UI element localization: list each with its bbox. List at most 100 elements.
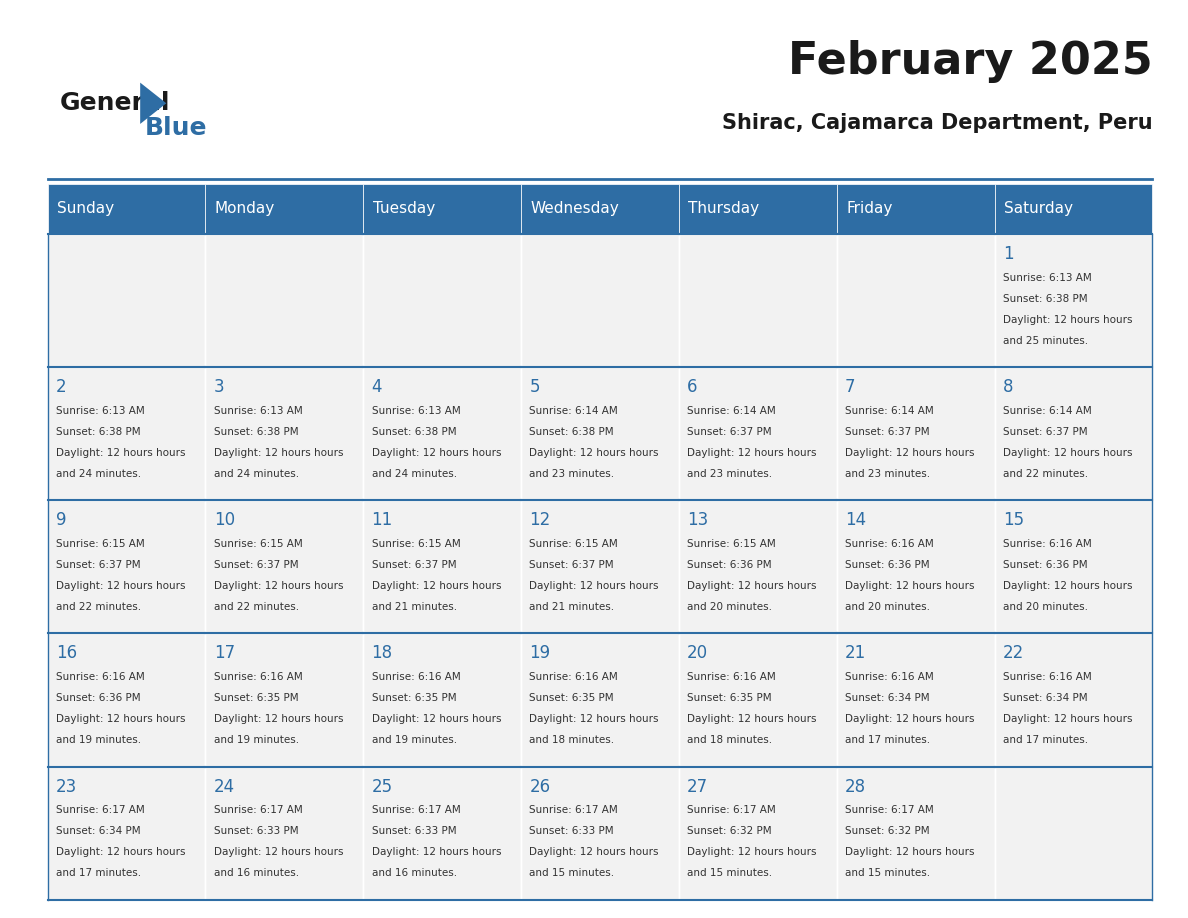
FancyBboxPatch shape: [836, 767, 994, 900]
Text: Sunrise: 6:16 AM: Sunrise: 6:16 AM: [687, 672, 776, 682]
Text: 5: 5: [530, 378, 539, 397]
Text: Saturday: Saturday: [1004, 201, 1073, 217]
Text: 14: 14: [845, 511, 866, 530]
FancyBboxPatch shape: [678, 767, 836, 900]
Text: Sunrise: 6:13 AM: Sunrise: 6:13 AM: [56, 406, 145, 416]
FancyBboxPatch shape: [364, 633, 522, 767]
FancyBboxPatch shape: [522, 633, 678, 767]
FancyBboxPatch shape: [678, 234, 836, 367]
Text: Daylight: 12 hours hours: Daylight: 12 hours hours: [845, 714, 974, 724]
Text: Daylight: 12 hours hours: Daylight: 12 hours hours: [687, 581, 816, 591]
Text: Sunrise: 6:14 AM: Sunrise: 6:14 AM: [845, 406, 934, 416]
Text: Sunrise: 6:16 AM: Sunrise: 6:16 AM: [845, 672, 934, 682]
Text: and 20 minutes.: and 20 minutes.: [1003, 602, 1088, 612]
Text: Sunset: 6:32 PM: Sunset: 6:32 PM: [845, 826, 930, 836]
Text: Daylight: 12 hours hours: Daylight: 12 hours hours: [1003, 448, 1132, 458]
Text: and 17 minutes.: and 17 minutes.: [56, 868, 141, 879]
Text: and 15 minutes.: and 15 minutes.: [530, 868, 614, 879]
Text: Sunset: 6:35 PM: Sunset: 6:35 PM: [530, 693, 614, 703]
Text: Sunset: 6:35 PM: Sunset: 6:35 PM: [372, 693, 456, 703]
Text: Sunrise: 6:17 AM: Sunrise: 6:17 AM: [372, 805, 460, 815]
Text: February 2025: February 2025: [788, 39, 1152, 83]
Text: and 16 minutes.: and 16 minutes.: [372, 868, 456, 879]
Text: and 23 minutes.: and 23 minutes.: [845, 469, 930, 479]
Text: and 19 minutes.: and 19 minutes.: [372, 735, 456, 745]
Text: 1: 1: [1003, 245, 1013, 263]
FancyBboxPatch shape: [364, 234, 522, 367]
FancyBboxPatch shape: [994, 767, 1152, 900]
Text: Sunrise: 6:16 AM: Sunrise: 6:16 AM: [1003, 672, 1092, 682]
Text: Sunset: 6:37 PM: Sunset: 6:37 PM: [372, 560, 456, 570]
Text: Sunset: 6:37 PM: Sunset: 6:37 PM: [56, 560, 140, 570]
FancyBboxPatch shape: [522, 500, 678, 633]
Text: Sunset: 6:33 PM: Sunset: 6:33 PM: [530, 826, 614, 836]
FancyBboxPatch shape: [364, 500, 522, 633]
Text: Daylight: 12 hours hours: Daylight: 12 hours hours: [530, 847, 659, 857]
FancyBboxPatch shape: [678, 367, 836, 500]
Text: and 16 minutes.: and 16 minutes.: [214, 868, 299, 879]
Text: Sunset: 6:37 PM: Sunset: 6:37 PM: [214, 560, 298, 570]
Text: Daylight: 12 hours hours: Daylight: 12 hours hours: [372, 847, 501, 857]
Text: 28: 28: [845, 778, 866, 796]
Text: Sunday: Sunday: [57, 201, 114, 217]
FancyBboxPatch shape: [678, 500, 836, 633]
FancyBboxPatch shape: [206, 367, 364, 500]
Text: Sunset: 6:34 PM: Sunset: 6:34 PM: [1003, 693, 1087, 703]
Text: Daylight: 12 hours hours: Daylight: 12 hours hours: [372, 448, 501, 458]
Text: and 21 minutes.: and 21 minutes.: [530, 602, 614, 612]
Text: Sunset: 6:35 PM: Sunset: 6:35 PM: [214, 693, 298, 703]
Text: and 15 minutes.: and 15 minutes.: [845, 868, 930, 879]
Text: Sunset: 6:34 PM: Sunset: 6:34 PM: [845, 693, 930, 703]
Text: Sunrise: 6:15 AM: Sunrise: 6:15 AM: [530, 539, 618, 549]
Text: and 25 minutes.: and 25 minutes.: [1003, 336, 1088, 346]
Text: Sunrise: 6:13 AM: Sunrise: 6:13 AM: [372, 406, 460, 416]
Text: Sunrise: 6:16 AM: Sunrise: 6:16 AM: [56, 672, 145, 682]
FancyBboxPatch shape: [48, 184, 206, 234]
Text: Sunset: 6:38 PM: Sunset: 6:38 PM: [530, 427, 614, 437]
Text: 22: 22: [1003, 644, 1024, 663]
Text: Daylight: 12 hours hours: Daylight: 12 hours hours: [214, 448, 343, 458]
Text: and 15 minutes.: and 15 minutes.: [687, 868, 772, 879]
Text: Daylight: 12 hours hours: Daylight: 12 hours hours: [530, 448, 659, 458]
Text: Sunset: 6:38 PM: Sunset: 6:38 PM: [372, 427, 456, 437]
FancyBboxPatch shape: [836, 367, 994, 500]
Text: Sunset: 6:36 PM: Sunset: 6:36 PM: [687, 560, 772, 570]
Text: and 18 minutes.: and 18 minutes.: [687, 735, 772, 745]
Text: and 24 minutes.: and 24 minutes.: [56, 469, 141, 479]
Text: Daylight: 12 hours hours: Daylight: 12 hours hours: [56, 448, 185, 458]
Text: 25: 25: [372, 778, 392, 796]
Text: Daylight: 12 hours hours: Daylight: 12 hours hours: [56, 581, 185, 591]
Text: Sunrise: 6:16 AM: Sunrise: 6:16 AM: [372, 672, 460, 682]
Text: Sunrise: 6:15 AM: Sunrise: 6:15 AM: [56, 539, 145, 549]
FancyBboxPatch shape: [206, 500, 364, 633]
Text: and 21 minutes.: and 21 minutes.: [372, 602, 456, 612]
Text: 9: 9: [56, 511, 67, 530]
Text: General: General: [59, 91, 170, 115]
Text: Daylight: 12 hours hours: Daylight: 12 hours hours: [687, 847, 816, 857]
FancyBboxPatch shape: [836, 184, 994, 234]
Text: Sunrise: 6:15 AM: Sunrise: 6:15 AM: [687, 539, 776, 549]
Polygon shape: [140, 83, 166, 124]
Text: Sunset: 6:37 PM: Sunset: 6:37 PM: [687, 427, 772, 437]
Text: and 19 minutes.: and 19 minutes.: [56, 735, 141, 745]
Text: Daylight: 12 hours hours: Daylight: 12 hours hours: [1003, 315, 1132, 325]
Text: Daylight: 12 hours hours: Daylight: 12 hours hours: [214, 581, 343, 591]
Text: and 23 minutes.: and 23 minutes.: [530, 469, 614, 479]
Text: Daylight: 12 hours hours: Daylight: 12 hours hours: [1003, 581, 1132, 591]
Text: Daylight: 12 hours hours: Daylight: 12 hours hours: [214, 847, 343, 857]
Text: 19: 19: [530, 644, 550, 663]
FancyBboxPatch shape: [678, 633, 836, 767]
Text: Blue: Blue: [145, 116, 208, 140]
Text: 12: 12: [530, 511, 550, 530]
Text: Sunrise: 6:17 AM: Sunrise: 6:17 AM: [56, 805, 145, 815]
Text: Daylight: 12 hours hours: Daylight: 12 hours hours: [56, 847, 185, 857]
FancyBboxPatch shape: [522, 367, 678, 500]
Text: Sunset: 6:37 PM: Sunset: 6:37 PM: [530, 560, 614, 570]
Text: Sunrise: 6:16 AM: Sunrise: 6:16 AM: [530, 672, 618, 682]
FancyBboxPatch shape: [206, 767, 364, 900]
Text: and 20 minutes.: and 20 minutes.: [687, 602, 772, 612]
FancyBboxPatch shape: [522, 767, 678, 900]
Text: 6: 6: [687, 378, 697, 397]
FancyBboxPatch shape: [836, 633, 994, 767]
Text: Sunset: 6:34 PM: Sunset: 6:34 PM: [56, 826, 140, 836]
